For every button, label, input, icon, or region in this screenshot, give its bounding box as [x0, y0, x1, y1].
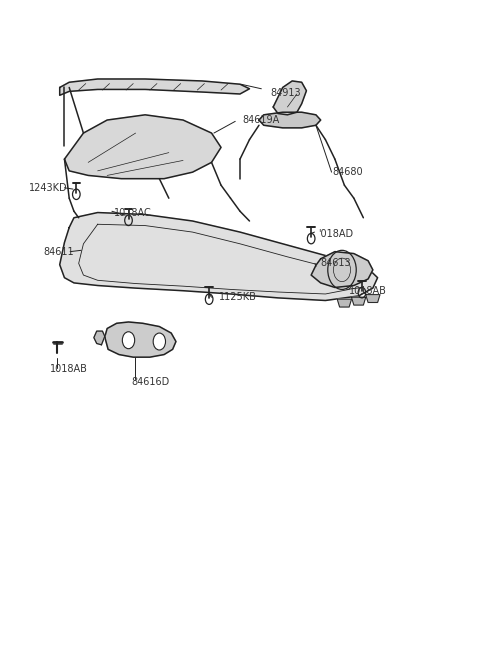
Circle shape	[122, 332, 135, 349]
Text: 1018AC: 1018AC	[114, 208, 152, 218]
Text: 1018AB: 1018AB	[50, 364, 88, 374]
Polygon shape	[366, 294, 380, 302]
Text: 84680: 84680	[333, 167, 363, 177]
Text: 84616D: 84616D	[131, 377, 169, 387]
Polygon shape	[105, 322, 176, 357]
Polygon shape	[259, 112, 321, 128]
Polygon shape	[337, 299, 351, 307]
Polygon shape	[64, 115, 221, 179]
Text: 84619A: 84619A	[242, 115, 280, 125]
Polygon shape	[351, 297, 366, 305]
Polygon shape	[273, 81, 306, 115]
Circle shape	[153, 333, 166, 350]
Text: 1243KD: 1243KD	[29, 183, 68, 193]
Polygon shape	[94, 331, 105, 345]
Text: 84613: 84613	[321, 258, 351, 268]
Text: 1125KB: 1125KB	[219, 292, 256, 302]
Text: 1018AB: 1018AB	[349, 286, 387, 296]
Text: 84913: 84913	[271, 87, 301, 98]
Polygon shape	[60, 213, 378, 300]
Polygon shape	[60, 79, 250, 95]
Text: '018AD: '018AD	[318, 229, 353, 239]
Text: 84611: 84611	[43, 246, 74, 257]
Polygon shape	[311, 252, 373, 288]
